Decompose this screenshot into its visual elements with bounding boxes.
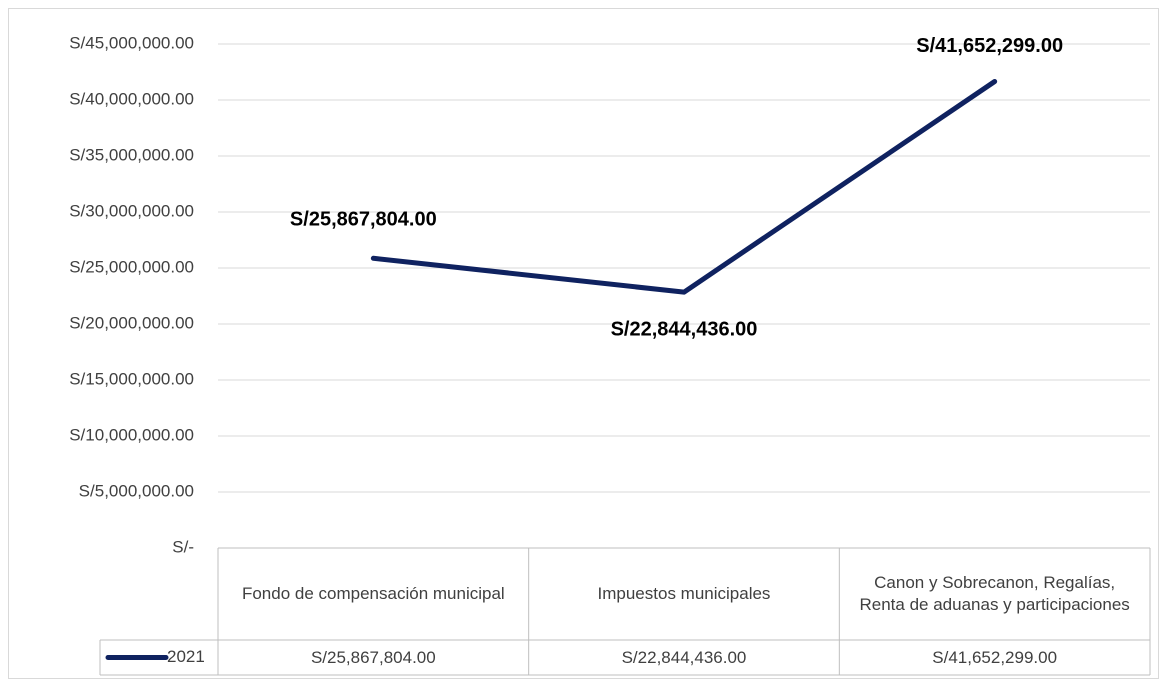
category-label: Impuestos municipales [597,584,771,603]
table-value-cell: S/25,867,804.00 [310,647,436,667]
y-tick-label: S/15,000,000.00 [69,369,194,388]
data-label: S/25,867,804.00 [290,209,437,231]
y-tick-label: S/5,000,000.00 [79,481,194,500]
y-tick-label: S/35,000,000.00 [69,145,194,164]
data-label: S/41,652,299.00 [916,35,1063,57]
y-tick-label: S/20,000,000.00 [69,313,194,332]
data-label: S/22,844,436.00 [611,318,758,340]
y-tick-label: S/25,000,000.00 [69,257,194,276]
chart-border [8,8,1159,679]
y-tick-label: S/45,000,000.00 [69,33,194,52]
table-value: S/25,867,804.00 [310,647,436,667]
y-tick-label: S/10,000,000.00 [69,425,194,444]
y-tick-label: S/30,000,000.00 [69,201,194,220]
table-value-cell: S/22,844,436.00 [621,647,747,667]
table-value: S/41,652,299.00 [932,647,1058,667]
table-value: S/22,844,436.00 [621,647,747,667]
category-label-cell: Impuestos municipales [597,584,771,603]
y-tick-label: S/40,000,000.00 [69,89,194,108]
table-value-cell: S/41,652,299.00 [932,647,1058,667]
line [370,78,998,295]
category-label: Fondo de compensación municipal [241,584,505,603]
category-label: Canon y Sobrecanon, Regalías, Renta de a… [859,573,1130,614]
category-label-cell: Canon y Sobrecanon, Regalías, Renta de a… [859,573,1130,614]
legend-label: 2021 [167,647,205,666]
category-label-cell: Fondo de compensación municipal [241,584,505,603]
y-tick-label: S/- [172,537,194,556]
